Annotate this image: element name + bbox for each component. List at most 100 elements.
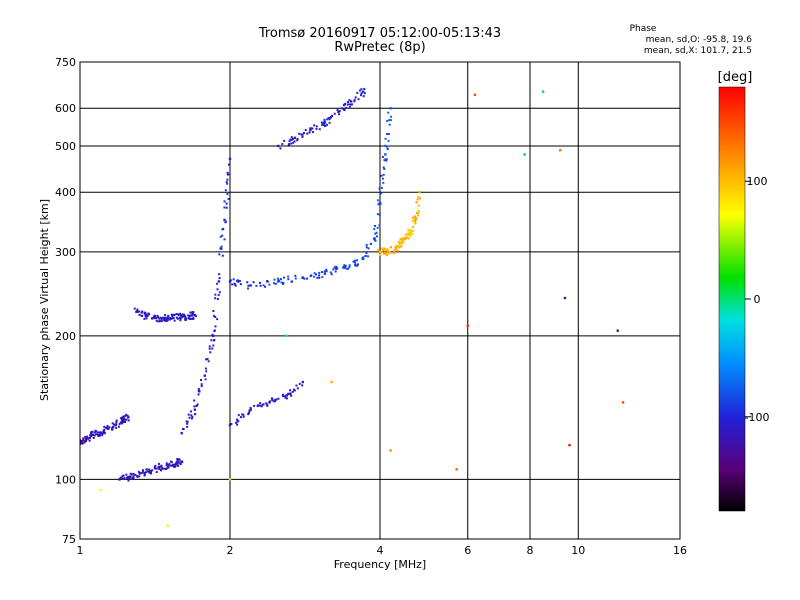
data-point (283, 276, 286, 279)
data-point (389, 246, 392, 249)
data-point (285, 334, 288, 338)
data-point (281, 395, 284, 398)
data-point (158, 317, 161, 320)
data-point (345, 106, 348, 109)
data-point (290, 142, 293, 145)
data-point (279, 278, 282, 281)
colorbar-tick-label: -100 (745, 411, 770, 424)
data-point (399, 238, 402, 241)
y-tick-label: 100 (55, 473, 76, 486)
data-point (393, 250, 396, 253)
data-point (333, 112, 336, 115)
data-point (214, 293, 217, 296)
data-point (306, 132, 309, 135)
data-point (145, 468, 148, 471)
data-point (169, 464, 172, 467)
data-point (386, 119, 389, 122)
data-point (523, 153, 526, 156)
data-point (80, 439, 82, 442)
data-point (81, 442, 84, 445)
data-point (249, 408, 252, 411)
data-point (382, 249, 385, 252)
data-point (203, 374, 206, 377)
data-point (417, 214, 420, 217)
data-point (225, 202, 228, 205)
data-point (370, 242, 373, 245)
data-point (273, 282, 276, 285)
data-point (404, 237, 407, 240)
data-point (281, 143, 284, 146)
data-point (196, 403, 199, 406)
data-point (417, 211, 420, 214)
data-point (157, 462, 160, 465)
data-point (374, 239, 377, 242)
data-point (165, 318, 168, 321)
data-point (212, 344, 215, 347)
data-point (179, 312, 182, 315)
data-point (213, 329, 216, 332)
data-point (96, 433, 99, 436)
data-point (148, 313, 151, 316)
data-point (242, 413, 245, 416)
data-point (286, 393, 289, 396)
data-point (379, 253, 382, 256)
data-point (81, 441, 84, 444)
data-point (313, 275, 316, 278)
data-point (228, 478, 232, 481)
y-tick-label: 750 (55, 56, 76, 69)
data-point (223, 206, 226, 209)
data-point (158, 320, 161, 323)
data-point (124, 420, 127, 423)
data-point (416, 198, 419, 201)
data-point (296, 137, 299, 140)
data-point (197, 393, 200, 396)
data-point (228, 157, 232, 161)
data-point (279, 147, 282, 150)
data-point (400, 241, 403, 244)
data-point (301, 133, 304, 136)
data-point (127, 419, 130, 422)
data-point (332, 268, 335, 271)
data-point (260, 405, 263, 408)
data-point (318, 276, 321, 279)
data-point (166, 524, 169, 527)
data-point (115, 421, 118, 424)
data-point (149, 472, 152, 475)
data-point (340, 107, 343, 110)
data-point (284, 395, 287, 398)
data-point (154, 464, 157, 467)
data-point (402, 239, 405, 242)
data-point (234, 283, 237, 286)
data-point (177, 464, 180, 467)
data-point (318, 128, 321, 131)
data-point (274, 282, 277, 285)
data-point (313, 124, 316, 127)
data-point (385, 145, 388, 148)
data-point (247, 284, 250, 287)
data-point (226, 182, 229, 185)
data-point (407, 237, 410, 240)
data-point (376, 248, 379, 251)
data-point (353, 98, 356, 101)
data-point (225, 206, 228, 209)
data-point (160, 466, 163, 469)
data-point (103, 431, 106, 434)
data-point (390, 115, 393, 118)
data-point (226, 193, 229, 196)
data-point (155, 471, 158, 474)
data-point (281, 393, 284, 396)
data-point (252, 281, 255, 284)
data-point (271, 399, 274, 402)
data-point (99, 431, 102, 434)
data-point (155, 467, 158, 470)
data-point (285, 394, 288, 397)
data-point (385, 158, 388, 161)
data-point (329, 271, 332, 274)
data-point (338, 110, 341, 113)
x-tick-label: 4 (377, 544, 384, 557)
data-point (164, 319, 167, 322)
data-point (216, 318, 219, 321)
data-point (234, 284, 237, 287)
data-point (381, 177, 384, 180)
data-point (384, 158, 387, 161)
